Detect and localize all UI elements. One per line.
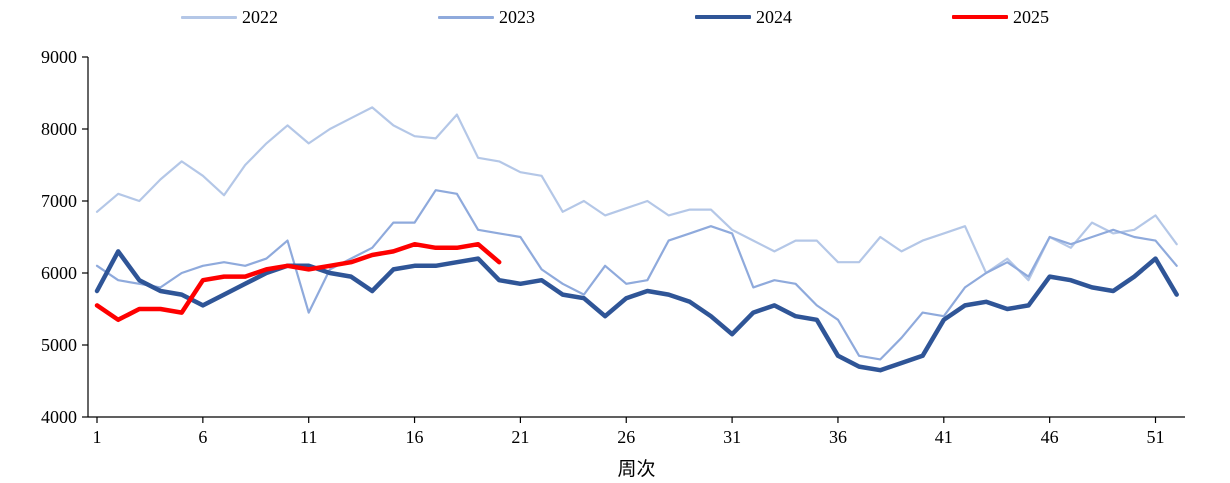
legend-label-2023: 2023 (499, 7, 535, 27)
legend-line-2023 (438, 15, 494, 19)
legend-item-2024: 2024 (695, 8, 792, 26)
x-tick-label: 41 (935, 427, 953, 447)
x-axis-title: 周次 (617, 459, 656, 480)
y-tick-label: 8000 (41, 119, 77, 139)
y-tick-label: 5000 (41, 335, 77, 355)
x-tick-label: 36 (829, 427, 847, 447)
x-tick-label: 46 (1041, 427, 1059, 447)
x-tick-label: 26 (617, 427, 635, 447)
legend-item-2023: 2023 (438, 8, 535, 26)
y-tick-label: 9000 (41, 47, 77, 67)
y-tick-label: 7000 (41, 191, 77, 211)
series-2022-line (95, 106, 1178, 282)
legend-line-2025 (952, 14, 1008, 20)
x-tick-label: 31 (723, 427, 741, 447)
legend-item-2022: 2022 (181, 8, 278, 26)
x-tick-label: 11 (300, 427, 317, 447)
legend-item-2025: 2025 (952, 8, 1049, 26)
legend-label-2022: 2022 (242, 7, 278, 27)
legend: 2022 2023 2024 2025 (0, 8, 1230, 26)
legend-line-2022 (181, 15, 237, 19)
y-tick-label: 4000 (41, 407, 77, 427)
legend-line-2024 (695, 14, 751, 20)
legend-label-2024: 2024 (756, 7, 792, 27)
legend-label-2025: 2025 (1013, 7, 1049, 27)
y-tick-label: 6000 (41, 263, 77, 283)
series-2024-line (94, 249, 1179, 373)
x-tick-label: 16 (406, 427, 424, 447)
series-2023-line (95, 189, 1178, 361)
x-tick-label: 51 (1147, 427, 1165, 447)
x-tick-label: 6 (198, 427, 207, 447)
x-tick-label: 21 (511, 427, 529, 447)
series-2025-line (94, 241, 502, 323)
x-tick-label: 1 (93, 427, 102, 447)
